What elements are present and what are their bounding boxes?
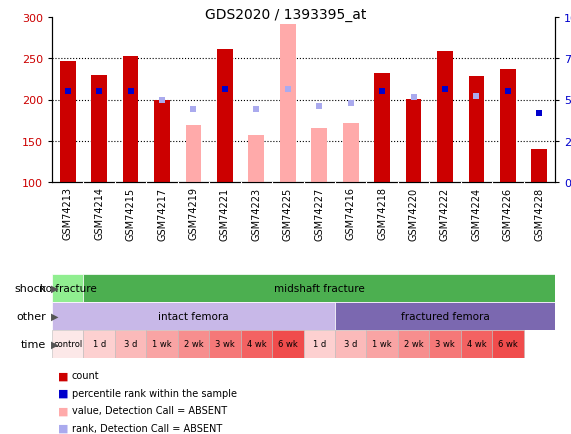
Text: rank, Detection Call = ABSENT: rank, Detection Call = ABSENT [72, 423, 222, 433]
Text: shock: shock [14, 283, 46, 293]
Bar [240, 330, 272, 358]
Bar [280, 25, 296, 183]
Bar [429, 330, 461, 358]
Text: 2 wk: 2 wk [404, 340, 423, 349]
Text: 2 wk: 2 wk [184, 340, 203, 349]
Text: GDS2020 / 1393395_at: GDS2020 / 1393395_at [205, 8, 366, 22]
Text: GSM74227: GSM74227 [314, 187, 324, 240]
Text: percentile rank within the sample: percentile rank within the sample [72, 388, 237, 398]
Text: GSM74213: GSM74213 [63, 187, 73, 240]
Bar [123, 57, 138, 183]
Bar [52, 330, 83, 358]
Text: time: time [21, 339, 46, 349]
Text: 6 wk: 6 wk [278, 340, 297, 349]
Text: GSM74228: GSM74228 [534, 187, 544, 240]
Text: GSM74225: GSM74225 [283, 187, 293, 240]
Text: 3 wk: 3 wk [435, 340, 455, 349]
Text: 6 wk: 6 wk [498, 340, 518, 349]
Text: other: other [17, 311, 46, 321]
Text: ▶: ▶ [51, 311, 58, 321]
Text: 4 wk: 4 wk [247, 340, 266, 349]
Bar [304, 330, 335, 358]
Text: count: count [72, 371, 99, 381]
Text: 1 d: 1 d [312, 340, 326, 349]
Bar [186, 126, 202, 183]
Bar [405, 99, 421, 183]
Bar [398, 330, 429, 358]
Bar [343, 123, 359, 183]
Text: value, Detection Call = ABSENT: value, Detection Call = ABSENT [72, 405, 227, 415]
Text: GSM74217: GSM74217 [157, 187, 167, 240]
Text: 1 d: 1 d [93, 340, 106, 349]
Text: 1 wk: 1 wk [152, 340, 172, 349]
Text: midshaft fracture: midshaft fracture [274, 283, 365, 293]
Text: GSM74219: GSM74219 [188, 187, 199, 240]
Bar [209, 330, 240, 358]
Text: GSM74214: GSM74214 [94, 187, 104, 240]
Bar [248, 136, 264, 183]
Text: ▶: ▶ [51, 339, 58, 349]
Text: ■: ■ [58, 405, 68, 415]
Bar [146, 330, 178, 358]
Text: 3 d: 3 d [124, 340, 137, 349]
Text: GSM74216: GSM74216 [345, 187, 356, 240]
Text: ▶: ▶ [51, 283, 58, 293]
Text: ■: ■ [58, 423, 68, 433]
Text: 1 wk: 1 wk [372, 340, 392, 349]
Bar [60, 62, 75, 183]
Bar [83, 330, 115, 358]
Bar [374, 74, 390, 183]
Text: 4 wk: 4 wk [467, 340, 486, 349]
Bar [217, 50, 233, 183]
Text: fractured femora: fractured femora [401, 311, 489, 321]
Bar [500, 70, 516, 183]
Bar [272, 330, 304, 358]
Bar [91, 76, 107, 183]
Text: GSM74221: GSM74221 [220, 187, 230, 240]
Text: GSM74223: GSM74223 [251, 187, 262, 240]
Bar [469, 76, 484, 183]
Bar [115, 330, 146, 358]
Text: ■: ■ [58, 371, 68, 381]
Bar [52, 302, 335, 330]
Text: GSM74220: GSM74220 [408, 187, 419, 240]
Text: intact femora: intact femora [158, 311, 229, 321]
Bar [461, 330, 492, 358]
Bar [335, 302, 555, 330]
Bar [178, 330, 209, 358]
Text: 3 wk: 3 wk [215, 340, 235, 349]
Bar [437, 52, 453, 183]
Bar [52, 274, 83, 302]
Text: 3 d: 3 d [344, 340, 357, 349]
Text: GSM74222: GSM74222 [440, 187, 450, 240]
Text: ■: ■ [58, 388, 68, 398]
Text: GSM74218: GSM74218 [377, 187, 387, 240]
Text: GSM74226: GSM74226 [503, 187, 513, 240]
Bar [154, 100, 170, 183]
Text: control: control [53, 340, 82, 349]
Bar [367, 330, 398, 358]
Bar [335, 330, 367, 358]
Bar [311, 129, 327, 183]
Text: GSM74224: GSM74224 [472, 187, 481, 240]
Text: GSM74215: GSM74215 [126, 187, 135, 240]
Bar [532, 150, 547, 183]
Bar [492, 330, 524, 358]
Text: no fracture: no fracture [39, 283, 96, 293]
